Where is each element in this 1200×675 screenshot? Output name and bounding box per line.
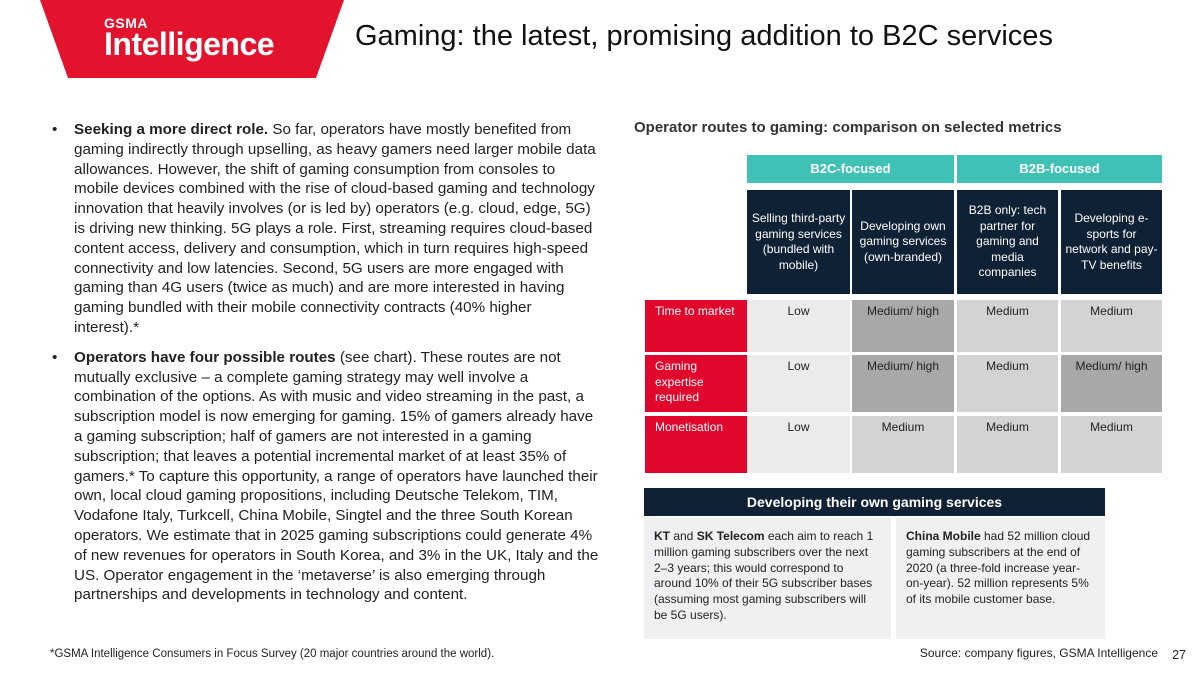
- row-header: Gaming expertise required: [645, 355, 747, 412]
- bullet-text: (see chart). These routes are not mutual…: [74, 348, 599, 604]
- table-cell: Medium: [852, 416, 954, 473]
- table-cell: Low: [747, 300, 850, 352]
- column-header: Developing e-sports for network and pay-…: [1061, 190, 1162, 294]
- row-header: Monetisation: [645, 416, 747, 473]
- table-cell: Medium/ high: [1061, 355, 1162, 412]
- table-cell: Medium: [1061, 416, 1162, 473]
- table-cell: Medium/ high: [852, 300, 954, 352]
- table-cell: Medium: [957, 416, 1058, 473]
- table-cell: Medium: [957, 355, 1058, 412]
- column-header: Developing own gaming services (own-bran…: [852, 190, 954, 294]
- source-note: Source: company figures, GSMA Intelligen…: [919, 646, 1158, 660]
- case-text: and: [670, 529, 697, 543]
- brand-logo-large: Intelligence: [104, 26, 275, 62]
- chart-title: Operator routes to gaming: comparison on…: [634, 119, 1062, 136]
- case-company: SK Telecom: [696, 529, 765, 543]
- case-company: China Mobile: [906, 529, 981, 543]
- case-text: each aim to reach 1 million gaming subsc…: [654, 529, 874, 622]
- table-cell: Medium: [957, 300, 1058, 352]
- column-header: B2B only: tech partner for gaming and me…: [957, 190, 1058, 294]
- group-header-b2c: B2C-focused: [747, 155, 954, 183]
- bullet-lead: Operators have four possible routes: [74, 348, 336, 366]
- case-company: KT: [654, 529, 670, 543]
- case-study-header: Developing their own gaming services: [644, 488, 1105, 516]
- case-study-left: KT and SK Telecom each aim to reach 1 mi…: [644, 517, 891, 639]
- table-cell: Medium: [1061, 300, 1162, 352]
- table-cell: Low: [747, 355, 850, 412]
- brand-logo-small: GSMA: [104, 15, 148, 31]
- table-cell: Medium/ high: [852, 355, 954, 412]
- case-text: had 52 million cloud gaming subscribers …: [906, 529, 1091, 607]
- body-bullets: Seeking a more direct role. So far, oper…: [50, 120, 600, 605]
- column-header: Selling third-party gaming services (bun…: [747, 190, 850, 294]
- case-study-right: China Mobile had 52 million cloud gaming…: [896, 517, 1105, 639]
- bullet-lead: Seeking a more direct role.: [74, 121, 269, 138]
- page-number: 27: [1172, 648, 1186, 662]
- bullet-item: Operators have four possible routes (see…: [50, 348, 600, 605]
- bullet-text: So far, operators have mostly benefited …: [74, 121, 596, 336]
- footnote: *GSMA Intelligence Consumers in Focus Su…: [50, 648, 495, 660]
- slide-title: Gaming: the latest, promising addition t…: [355, 20, 1053, 52]
- bullet-item: Seeking a more direct role. So far, oper…: [50, 120, 600, 338]
- brand-logo-banner: [40, 0, 344, 78]
- group-header-b2b: B2B-focused: [957, 155, 1162, 183]
- table-cell: Low: [747, 416, 850, 473]
- row-header: Time to market: [645, 300, 747, 352]
